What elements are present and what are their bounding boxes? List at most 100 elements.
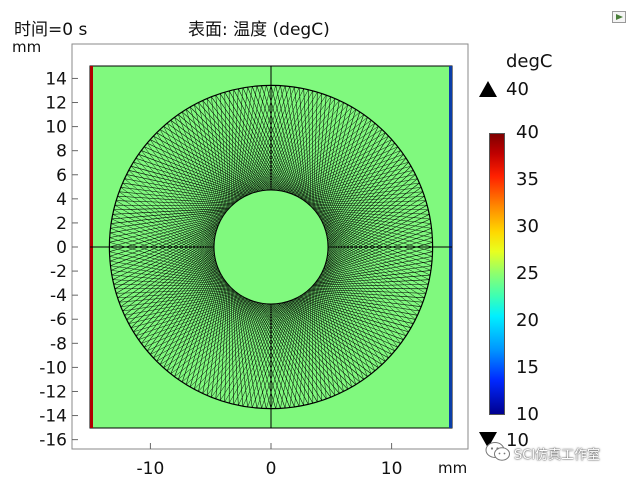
plot-title: 表面: 温度 (degC)	[188, 20, 330, 40]
mesh-edge	[261, 296, 298, 409]
mesh-edge	[122, 293, 239, 312]
mesh-edge	[178, 303, 268, 380]
mesh-edge	[266, 296, 300, 409]
mesh-edge	[166, 122, 263, 192]
mesh-edge	[238, 293, 262, 409]
mesh-edge	[275, 303, 368, 377]
mesh-edge	[228, 90, 288, 193]
mesh-edge	[318, 276, 344, 392]
colorbar-gradient	[489, 133, 505, 415]
mesh-edge	[311, 283, 429, 288]
mesh-edge	[322, 271, 361, 383]
mesh-edge	[206, 98, 280, 192]
expand-corner-icon[interactable]	[612, 8, 626, 23]
mesh-edge	[284, 292, 305, 409]
mesh-edge	[153, 135, 216, 236]
y-axis-unit: mm	[12, 38, 42, 56]
mesh-edge	[248, 299, 295, 408]
mesh-edge	[244, 85, 281, 198]
mesh-edge	[294, 87, 308, 204]
x-tick-label: 0	[266, 459, 277, 479]
mesh-edge	[156, 260, 217, 362]
mesh-edge	[308, 200, 426, 205]
mesh-edge	[325, 200, 426, 262]
mesh-edge	[320, 106, 353, 221]
mesh-edge	[304, 187, 422, 202]
mesh-edge	[120, 292, 238, 307]
mesh-edge	[306, 191, 423, 203]
mesh-edge	[280, 293, 304, 409]
mesh-edge	[112, 207, 230, 215]
mesh-edge	[124, 240, 215, 316]
mesh-edge	[144, 300, 252, 348]
mesh-edge	[266, 85, 300, 198]
mesh-edge	[324, 266, 372, 374]
mesh-edge	[117, 195, 216, 261]
mesh-edge	[235, 291, 253, 408]
mesh-edge	[327, 240, 418, 316]
y-tick-label: -12	[39, 382, 67, 402]
mesh-edge	[303, 182, 420, 201]
mesh-edge	[141, 299, 251, 344]
mesh-edge	[224, 301, 286, 402]
mesh-edge	[186, 303, 272, 385]
inner-hole	[213, 189, 329, 305]
mesh-edge	[211, 96, 226, 214]
mesh-edge	[198, 276, 224, 392]
mesh-edge	[185, 272, 221, 385]
mesh-edge	[324, 264, 376, 371]
mesh-edge	[319, 217, 433, 248]
mesh-edge	[317, 98, 336, 215]
x-axis-ticks: -10 0 10	[137, 443, 403, 479]
mesh-edge	[185, 109, 272, 191]
mesh-edge	[313, 209, 431, 220]
y-tick-label: -10	[39, 358, 67, 378]
mesh-edge	[320, 237, 433, 275]
mesh-edge	[252, 298, 296, 408]
mesh-edge	[233, 87, 244, 205]
mesh-edge	[206, 302, 280, 396]
mesh-edge	[275, 85, 303, 200]
y-tick-label: -2	[50, 262, 67, 282]
mesh-edge	[272, 111, 360, 191]
mesh-edge	[318, 215, 433, 243]
mesh-edge	[295, 298, 407, 337]
mesh-edge	[256, 92, 318, 193]
mesh-edge	[320, 218, 433, 252]
mesh-edge	[320, 273, 353, 388]
mesh-edge	[111, 223, 219, 270]
mesh-edge	[144, 146, 215, 241]
mesh-edge	[326, 182, 420, 256]
mesh-edge	[251, 88, 304, 194]
mesh-edge	[241, 85, 272, 199]
mesh-edge	[111, 274, 229, 285]
mesh-edge	[185, 109, 221, 222]
mesh-edge	[300, 174, 416, 200]
colorbar-unit: degC	[506, 51, 553, 72]
mesh-edge	[198, 102, 276, 191]
mesh-edge	[327, 150, 401, 243]
mesh-edge	[224, 284, 230, 402]
mesh-edge	[322, 114, 364, 225]
mesh-edge	[250, 87, 300, 195]
mesh-edge	[120, 187, 216, 257]
mesh-edge	[182, 303, 270, 383]
mesh-edge	[325, 260, 386, 362]
mesh-edge	[303, 88, 311, 206]
mesh-edge	[141, 150, 215, 243]
mesh-edge	[239, 294, 267, 409]
mesh-edge	[325, 230, 428, 290]
mesh-edge	[319, 246, 433, 277]
mesh-edge	[124, 178, 240, 201]
mesh-edge	[311, 206, 429, 210]
x-tick-label: 10	[381, 459, 403, 479]
mesh-edge	[280, 85, 304, 201]
mesh-edge	[264, 303, 340, 394]
mesh-edge	[275, 117, 368, 191]
mesh-edge	[327, 250, 404, 340]
mesh-edge	[327, 253, 398, 348]
mesh-edge	[190, 303, 273, 388]
mesh-edge	[262, 98, 336, 192]
mesh-edge	[280, 302, 379, 368]
mesh-edge	[313, 284, 318, 402]
